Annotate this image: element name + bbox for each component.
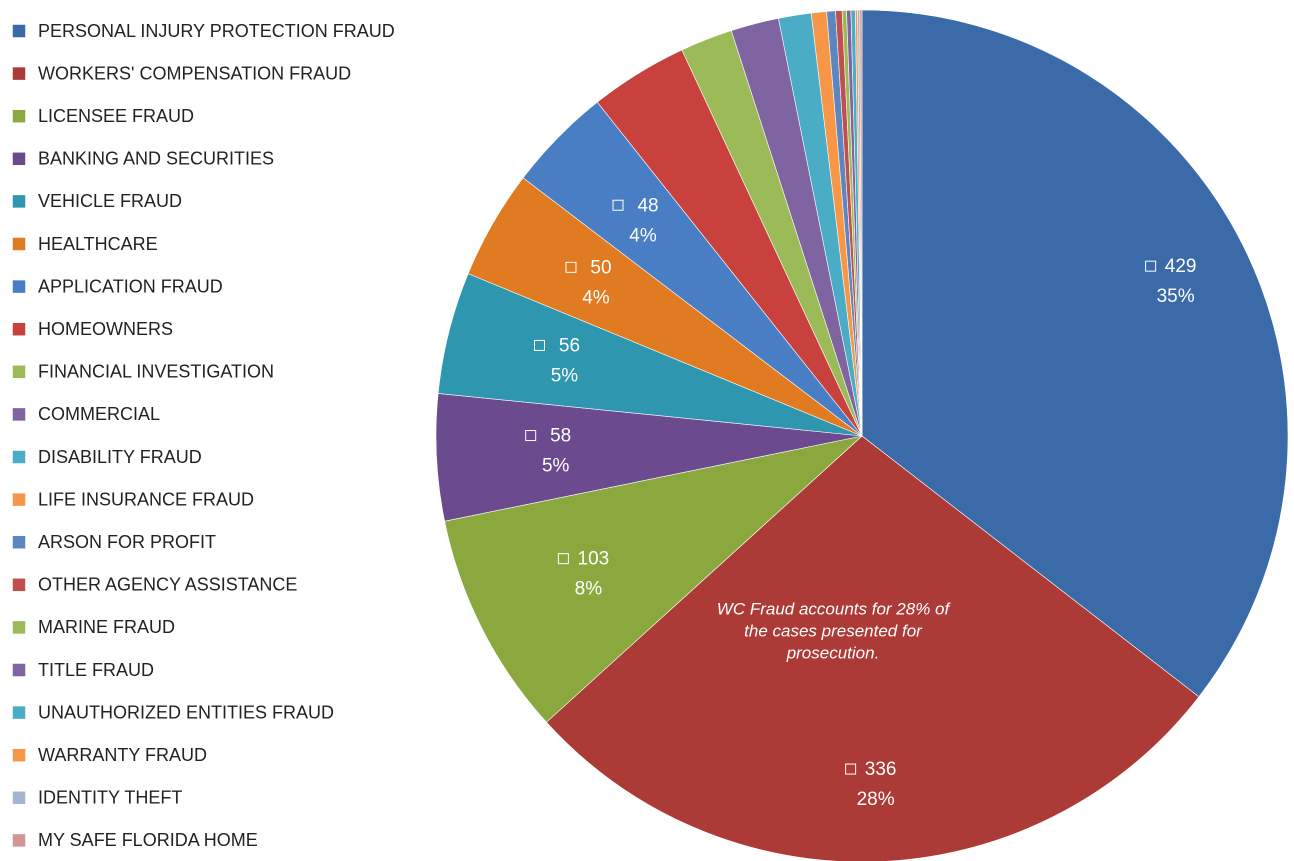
annotation: the cases presented for <box>744 621 923 640</box>
legend-key <box>11 151 27 167</box>
legend-key <box>11 321 27 337</box>
label-key <box>557 553 569 565</box>
pie-slice <box>861 9 1289 698</box>
legend-key <box>11 704 27 721</box>
legend-label: PERSONAL INJURY PROTECTION FRAUD <box>38 21 395 41</box>
label-key <box>612 199 624 211</box>
legend-key <box>11 449 27 465</box>
legend-key <box>11 491 27 508</box>
data-label: 58 <box>550 426 571 447</box>
pie-slice <box>444 435 864 723</box>
legend-key <box>11 364 27 380</box>
legend-label: FINANCIAL INVESTIGATION <box>38 362 274 382</box>
legend-label: ARSON FOR PROFIT <box>38 532 216 552</box>
legend-key <box>11 832 27 849</box>
legend-key <box>11 108 27 124</box>
legend-label: VEHICLE FRAUD <box>38 191 182 211</box>
annotation: WC Fraud accounts for 28% of <box>717 599 952 618</box>
label-key <box>533 339 545 351</box>
data-label: 48 <box>637 195 658 216</box>
data-label: 50 <box>590 257 611 278</box>
legend-label: UNAUTHORIZED ENTITIES FRAUD <box>38 702 334 722</box>
data-label: 56 <box>559 335 580 356</box>
legend-label: LIFE INSURANCE FRAUD <box>38 489 254 509</box>
percent-label: 5% <box>551 365 579 386</box>
legend-key <box>11 23 27 39</box>
legend-key <box>11 193 27 210</box>
percent-label: 4% <box>582 287 610 308</box>
percent-label: 28% <box>857 789 895 810</box>
annotation: prosecution. <box>786 643 880 662</box>
percent-label: 4% <box>629 225 657 246</box>
label-key <box>845 763 857 775</box>
label-key <box>525 430 537 442</box>
legend-key <box>11 406 27 423</box>
legend-label: HEALTHCARE <box>38 234 158 254</box>
data-label: 429 <box>1165 256 1197 277</box>
legend-label: WORKERS' COMPENSATION FRAUD <box>38 63 351 83</box>
percent-label: 8% <box>575 579 603 600</box>
legend-key <box>11 577 27 593</box>
legend-label: WARRANTY FRAUD <box>38 745 207 765</box>
legend-label: COMMERCIAL <box>38 404 160 424</box>
legend-label: MY SAFE FLORIDA HOME <box>38 830 258 850</box>
legend-key <box>11 619 27 636</box>
legend-label: DISABILITY FRAUD <box>38 447 202 467</box>
data-label: 336 <box>865 759 897 780</box>
data-label: 103 <box>578 549 610 570</box>
legend-key <box>11 662 27 678</box>
legend-key <box>11 747 27 763</box>
legend-label: BANKING AND SECURITIES <box>38 149 274 169</box>
legend-key <box>11 278 27 295</box>
label-key <box>565 261 577 273</box>
pie-slice <box>859 9 863 437</box>
legend-label: OTHER AGENCY ASSISTANCE <box>38 575 297 595</box>
legend-label: TITLE FRAUD <box>38 660 154 680</box>
legend-label: APPLICATION FRAUD <box>38 276 223 296</box>
pie-slice <box>546 435 1200 861</box>
legend-key <box>11 790 27 806</box>
legend-label: HOMEOWNERS <box>38 319 173 339</box>
legend-key <box>11 236 27 252</box>
percent-label: 5% <box>542 456 570 477</box>
legend-label: LICENSEE FRAUD <box>38 106 194 126</box>
legend-label: MARINE FRAUD <box>38 617 175 637</box>
label-key <box>1145 260 1157 272</box>
legend-label: IDENTITY THEFT <box>38 788 182 808</box>
percent-label: 35% <box>1157 286 1195 307</box>
legend-key <box>11 65 27 82</box>
legend-key <box>11 534 27 550</box>
